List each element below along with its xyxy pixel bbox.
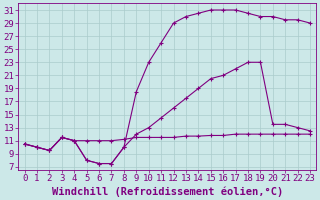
X-axis label: Windchill (Refroidissement éolien,°C): Windchill (Refroidissement éolien,°C) — [52, 186, 283, 197]
